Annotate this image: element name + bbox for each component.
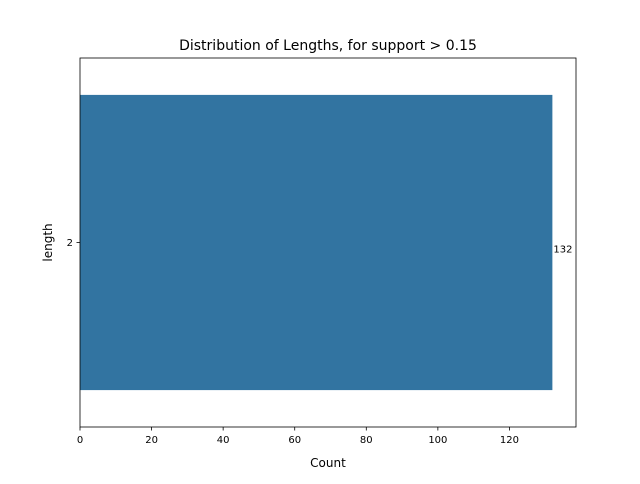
x-axis-label: Count [310,456,346,470]
x-ticks: 0 20 40 60 80 100 120 [77,427,519,446]
x-tick-label: 100 [428,435,447,446]
x-tick-label: 80 [360,435,373,446]
y-axis-label: length [41,223,55,261]
x-tick-label: 40 [217,435,230,446]
plot-frame [79,57,577,428]
chart-title: Distribution of Lengths, for support > 0… [179,38,477,54]
data-labels: 132 [553,245,572,256]
x-tick-label: 20 [145,435,158,446]
bar-value-label: 132 [553,245,572,256]
x-tick-label: 60 [288,435,301,446]
y-ticks: 2 [67,238,80,249]
x-tick-label: 120 [500,435,519,446]
y-tick-label: 2 [67,238,73,249]
bar [80,94,553,391]
bars-layer [80,94,553,391]
x-tick-label: 0 [77,435,83,446]
